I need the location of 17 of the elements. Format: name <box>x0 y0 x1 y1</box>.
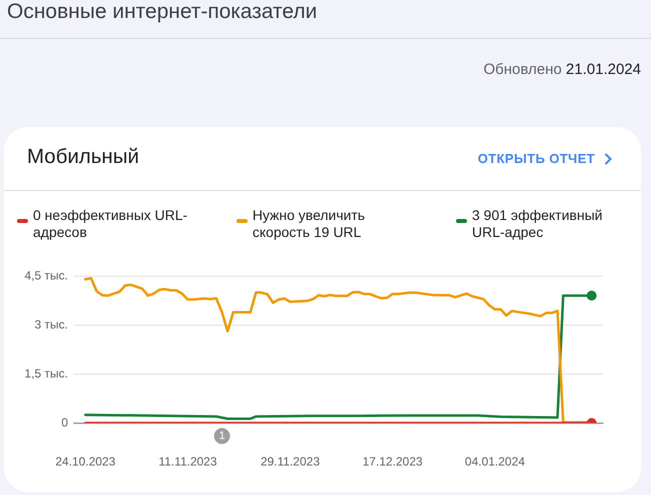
legend-label: Нужно увеличить скорость 19 URL <box>252 206 365 240</box>
y-tick-label: 4,5 тыс. <box>24 268 68 282</box>
y-tick-label: 0 <box>61 415 68 430</box>
x-tick-label: 24.10.2023 <box>55 454 116 469</box>
text: 1 <box>214 428 230 444</box>
y-tick-label: 3 тыс. <box>34 317 68 332</box>
x-tick-label: 11.11.2023 <box>158 454 218 469</box>
chart-title: Основные интернет-показатели <box>7 0 318 24</box>
legend-label: 0 неэффективных URL-адресов <box>33 206 188 240</box>
x-tick-label: 29.11.2023 <box>260 454 320 469</box>
x-tick-label: 04.01.2024 <box>464 454 526 469</box>
y-tick-label: 1,5 тыс. <box>24 366 68 380</box>
text: ОТКРЫТЬ ОТЧЕТ <box>478 151 595 167</box>
x-tick-label: 17.12.2023 <box>362 454 423 469</box>
legend-label: 3 901 эффективный URL-адрес <box>472 206 602 240</box>
text: Обновлено 21.01.2024 <box>484 61 641 78</box>
chart-subtitle: Мобильный <box>27 145 140 169</box>
